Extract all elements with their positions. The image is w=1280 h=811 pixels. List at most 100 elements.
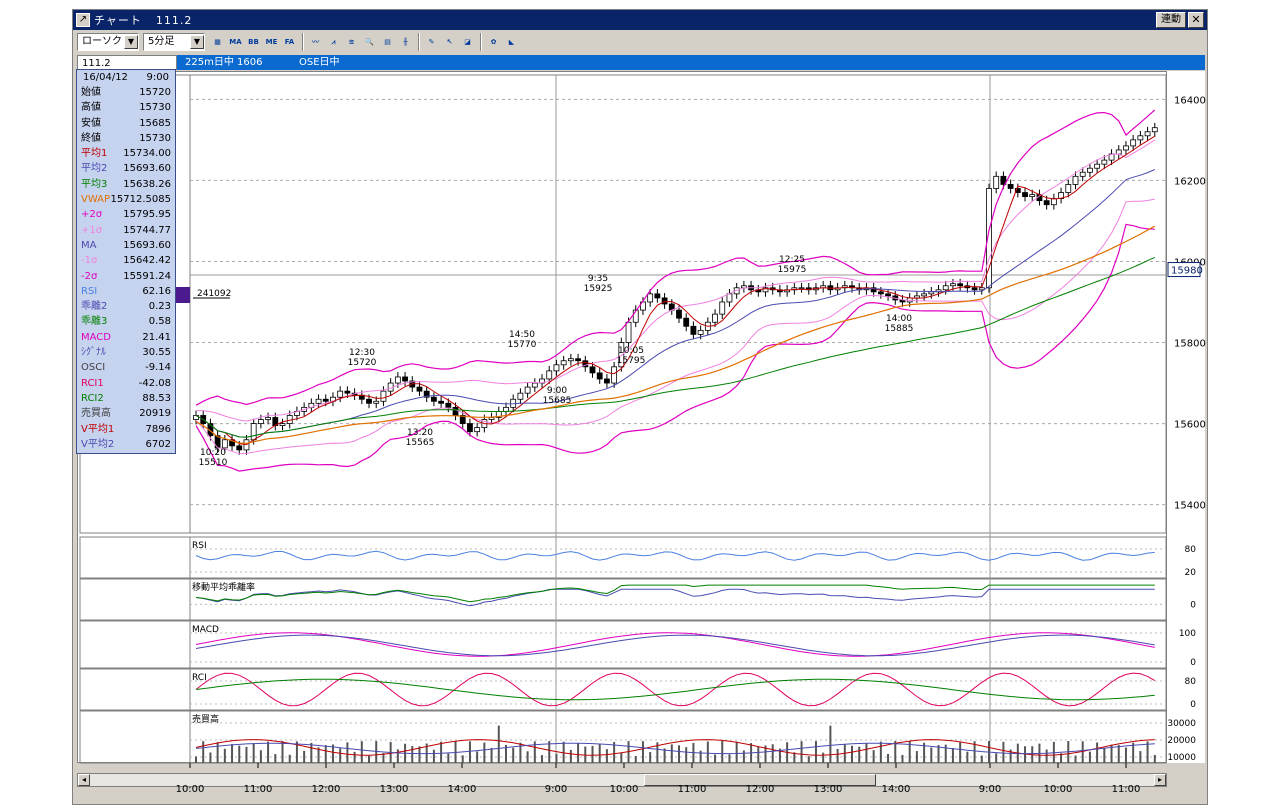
candle-body — [928, 291, 935, 295]
candle-body — [337, 390, 344, 398]
candle-body — [1101, 159, 1108, 165]
eraser-icon[interactable]: ◪ — [459, 33, 476, 51]
data-row: +2σ 15795.95 — [77, 207, 175, 222]
zigzag-icon[interactable]: ⩘ — [325, 33, 342, 51]
zoom-icon[interactable]: 🔍 — [361, 33, 378, 51]
chevron-down-icon[interactable]: ▼ — [190, 35, 204, 49]
candle-body — [978, 287, 985, 291]
candle-body — [712, 313, 718, 323]
data-key: V平均1 — [81, 423, 115, 435]
candle-body — [322, 398, 329, 402]
candle-body — [1079, 171, 1086, 177]
candle-body — [315, 398, 322, 404]
horizontal-scrollbar[interactable]: ◂ ▸ — [77, 773, 1167, 787]
fa-icon[interactable]: FA — [281, 33, 298, 51]
candle-body — [870, 287, 877, 293]
candle-body — [683, 317, 690, 327]
candle-body — [604, 378, 610, 384]
x-tick-label: 10:00 — [176, 784, 205, 795]
candle-body — [229, 439, 235, 447]
data-value: 6702 — [145, 438, 171, 450]
pane-tick-label: 0 — [1190, 658, 1196, 668]
candle-body — [625, 321, 632, 343]
candle-settings-icon[interactable]: ▦ — [209, 33, 226, 51]
indicator-icon[interactable]: ▤ — [379, 33, 396, 51]
pen-icon[interactable]: ✎ — [423, 33, 440, 51]
x-tick-label: 9:00 — [979, 784, 1001, 795]
window-code: 111.2 — [155, 13, 193, 27]
contract-label: 225m日中 1606 — [185, 57, 263, 68]
annotation-value: 15925 — [584, 284, 613, 294]
candle-body — [654, 293, 661, 299]
scroll-thumb[interactable] — [644, 774, 876, 786]
data-value: 7896 — [145, 423, 171, 435]
pane-tick-label: 100 — [1179, 629, 1196, 639]
close-icon[interactable]: ✕ — [1188, 12, 1204, 28]
data-key: -2σ — [81, 270, 98, 282]
interval-select[interactable]: 5分足 ▼ — [143, 33, 205, 51]
candle-body — [885, 293, 891, 297]
scroll-right-icon[interactable]: ▸ — [1154, 774, 1166, 786]
wave-icon[interactable]: ≋ — [343, 33, 360, 51]
chart-type-select[interactable]: ローソク ▼ — [77, 33, 139, 51]
pane-frame — [79, 710, 1167, 764]
data-key: V平均2 — [81, 438, 115, 450]
data-value: 0.58 — [148, 316, 171, 328]
candle-body — [193, 415, 199, 420]
chart-area[interactable] — [77, 71, 1167, 763]
annotation-time: 9:35 — [588, 274, 608, 284]
candle-body — [1007, 184, 1014, 189]
data-value: 15795.95 — [123, 209, 171, 221]
data-row: OSCI -9.14 — [77, 360, 175, 375]
data-key: ｼｸﾞﾅﾙ — [81, 347, 106, 359]
chart-type-value: ローソク — [82, 36, 122, 47]
candle-body — [596, 372, 603, 380]
pane-tick-label: 80 — [1185, 677, 1197, 687]
data-key: 始値 — [81, 87, 101, 98]
y-tick-label: 15400 — [1174, 501, 1206, 512]
current-price-box — [1167, 262, 1201, 278]
data-row: VWAP 15712.5085 — [77, 192, 175, 207]
pane-label: MACD — [192, 625, 219, 635]
interval-value: 5分足 — [148, 36, 175, 47]
pane-frame — [79, 74, 1167, 534]
chevron-down-icon[interactable]: ▼ — [124, 35, 138, 49]
candle-body — [632, 309, 639, 323]
cursor-icon[interactable]: ↖ — [441, 33, 458, 51]
data-key: MACD — [81, 331, 111, 343]
candle-body — [575, 358, 581, 362]
scroll-left-icon[interactable]: ◂ — [78, 774, 90, 786]
candle-body — [618, 342, 625, 368]
candle-body — [921, 293, 928, 297]
fibonacci-icon[interactable]: ◣ — [503, 33, 520, 51]
x-tick-label: 14:00 — [882, 784, 911, 795]
candle-body — [661, 297, 668, 305]
data-value: 20919 — [139, 408, 171, 420]
data-row: ｼｸﾞﾅﾙ 30.55 — [77, 345, 175, 360]
data-row: -2σ 15591.24 — [77, 269, 175, 284]
data-row: 平均2 15693.60 — [77, 161, 175, 176]
pane-label: RSI — [192, 541, 207, 551]
bb-icon[interactable]: BB — [245, 33, 262, 51]
data-key: 乖離2 — [81, 301, 108, 313]
pane-label: 移動平均乖離率 — [192, 581, 255, 593]
annotation-value: 15510 — [199, 458, 228, 468]
signal-line — [195, 634, 1155, 657]
candle-body — [560, 360, 567, 366]
candle-body — [611, 366, 618, 384]
palette-icon[interactable]: ✿ — [485, 33, 502, 51]
candle-body — [445, 402, 452, 408]
window-title: チャート — [94, 14, 142, 27]
me-icon[interactable]: ME — [263, 33, 280, 51]
bar-settings-icon[interactable]: ╫ — [397, 33, 414, 51]
ma-icon[interactable]: MA — [227, 33, 244, 51]
candle-body — [257, 419, 264, 424]
line-chart-icon[interactable]: 〰 — [307, 33, 324, 51]
pane-label: 売買高 — [192, 713, 219, 725]
candle-body — [798, 287, 805, 290]
candle-body — [488, 417, 495, 420]
data-row: RCI2 88.53 — [77, 391, 175, 406]
annotation-value: 15795 — [617, 356, 646, 366]
link-button[interactable]: 連動 — [1156, 12, 1186, 28]
